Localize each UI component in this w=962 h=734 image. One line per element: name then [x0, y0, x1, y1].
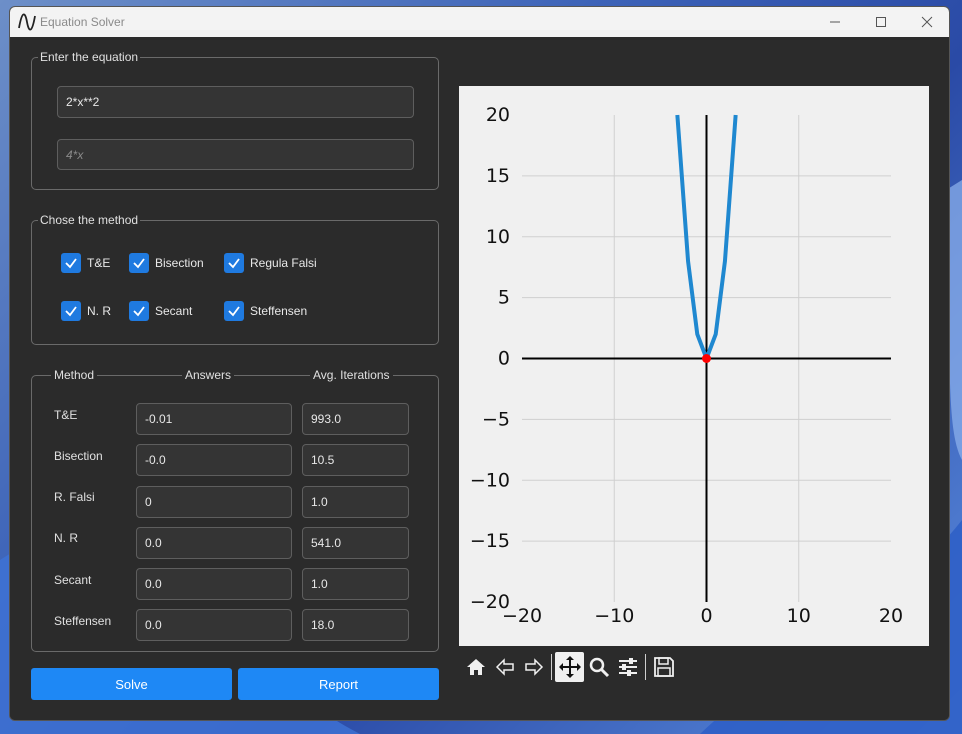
equation-group: Enter the equation 2*x**2 4*x [31, 50, 439, 190]
close-button[interactable] [904, 7, 949, 37]
root-point [702, 354, 711, 363]
second-equation-input[interactable]: 4*x [57, 139, 414, 170]
row-label-steffensen: Steffensen [54, 614, 112, 628]
iterations-field-secant[interactable]: 1.0 [302, 568, 409, 600]
answer-field-nr[interactable]: 0.0 [136, 527, 292, 559]
y-tick-label: 15 [486, 165, 510, 187]
equation-plot: 20 15 10 5 0 −5 −10 −15 −20−20 −10 0 10 20 [470, 104, 903, 627]
row-label-secant: Secant [54, 573, 92, 587]
configure-button[interactable] [613, 652, 642, 682]
checkbox-label: Steffensen [250, 304, 308, 318]
y-tick-label: 10 [486, 226, 510, 248]
y-tick-label: 5 [498, 287, 510, 309]
answer-field-steffensen[interactable]: 0.0 [136, 609, 292, 641]
pan-button[interactable] [555, 652, 584, 682]
save-button[interactable] [649, 652, 678, 682]
x-tick-label: −20 [502, 605, 542, 627]
pan-icon [558, 656, 581, 678]
iterations-field-bisection[interactable]: 10.5 [302, 444, 409, 476]
results-group: Method Answers Avg. Iterations T&E -0.01… [31, 368, 439, 652]
y-tick-label: −5 [482, 408, 510, 430]
x-tick-label: 10 [787, 605, 811, 627]
y-tick-label: 20 [486, 104, 510, 126]
minimize-button[interactable] [812, 7, 858, 37]
checkbox-nr[interactable]: N. R [61, 301, 111, 321]
x-tick-label: 20 [879, 605, 903, 627]
y-tick-label: 0 [498, 348, 510, 370]
row-label-nr: N. R [54, 531, 78, 545]
checkbox-te[interactable]: T&E [61, 253, 110, 273]
checkmark-icon [129, 253, 149, 273]
toolbar-separator [551, 654, 552, 680]
checkbox-bisection[interactable]: Bisection [129, 253, 204, 273]
checkmark-icon [224, 253, 244, 273]
app-logo-icon [18, 13, 36, 31]
iterations-field-regula-falsi[interactable]: 1.0 [302, 486, 409, 518]
answer-field-secant[interactable]: 0.0 [136, 568, 292, 600]
checkbox-label: Secant [155, 304, 193, 318]
answer-field-te[interactable]: -0.01 [136, 403, 292, 435]
checkmark-icon [129, 301, 149, 321]
plot-canvas[interactable]: 20 15 10 5 0 −5 −10 −15 −20 −20 −10 0 10 20 [459, 86, 929, 646]
checkbox-label: Regula Falsi [250, 256, 317, 270]
row-label-regula-falsi: R. Falsi [54, 490, 95, 504]
y-tick-label: −20 [470, 591, 510, 613]
answer-field-regula-falsi[interactable]: 0 [136, 486, 292, 518]
checkbox-label: T&E [87, 256, 111, 270]
home-icon [466, 659, 485, 675]
answer-field-bisection[interactable]: -0.0 [136, 444, 292, 476]
maximize-button[interactable] [858, 7, 904, 37]
equation-group-legend: Enter the equation [38, 50, 141, 64]
app-window: Equation Solver Enter the equation 2*x**… [9, 6, 950, 721]
maximize-icon [876, 17, 886, 27]
checkmark-icon [61, 301, 81, 321]
zoom-icon [589, 657, 609, 678]
solve-button[interactable]: Solve [31, 668, 232, 700]
back-icon [495, 658, 514, 676]
y-tick-label: −10 [470, 469, 510, 491]
checkbox-label: Bisection [155, 256, 204, 270]
minimize-icon [830, 21, 840, 23]
row-label-bisection: Bisection [54, 449, 103, 463]
close-icon [921, 16, 933, 28]
configure-icon [618, 658, 637, 676]
window-title: Equation Solver [40, 15, 125, 29]
plot-toolbar [461, 650, 678, 684]
title-bar: Equation Solver [10, 7, 949, 37]
forward-icon [524, 658, 543, 676]
checkbox-secant[interactable]: Secant [129, 301, 192, 321]
toolbar-separator [645, 654, 646, 680]
iterations-field-nr[interactable]: 541.0 [302, 527, 409, 559]
x-tick-label: −10 [594, 605, 634, 627]
main-content: Enter the equation 2*x**2 4*x Chose the … [10, 37, 949, 720]
report-button[interactable]: Report [238, 668, 439, 700]
x-tick-label: 0 [700, 605, 712, 627]
checkbox-regula-falsi[interactable]: Regula Falsi [224, 253, 317, 273]
method-column-header: Method [51, 368, 98, 382]
checkmark-icon [61, 253, 81, 273]
method-group: Chose the method T&E Bisection Regula Fa… [31, 213, 439, 345]
iterations-column-header: Avg. Iterations [310, 368, 393, 382]
row-label-te: T&E [54, 408, 78, 422]
answers-column-header: Answers [182, 368, 235, 382]
y-tick-label: −15 [470, 530, 510, 552]
zoom-button[interactable] [584, 652, 613, 682]
save-icon [653, 657, 674, 677]
iterations-field-steffensen[interactable]: 18.0 [302, 609, 409, 641]
checkbox-label: N. R [87, 304, 111, 318]
forward-button[interactable] [519, 652, 548, 682]
method-group-legend: Chose the method [38, 213, 141, 227]
back-button[interactable] [490, 652, 519, 682]
iterations-field-te[interactable]: 993.0 [302, 403, 409, 435]
checkmark-icon [224, 301, 244, 321]
equation-input[interactable]: 2*x**2 [57, 86, 414, 118]
checkbox-steffensen[interactable]: Steffensen [224, 301, 307, 321]
home-button[interactable] [461, 652, 490, 682]
